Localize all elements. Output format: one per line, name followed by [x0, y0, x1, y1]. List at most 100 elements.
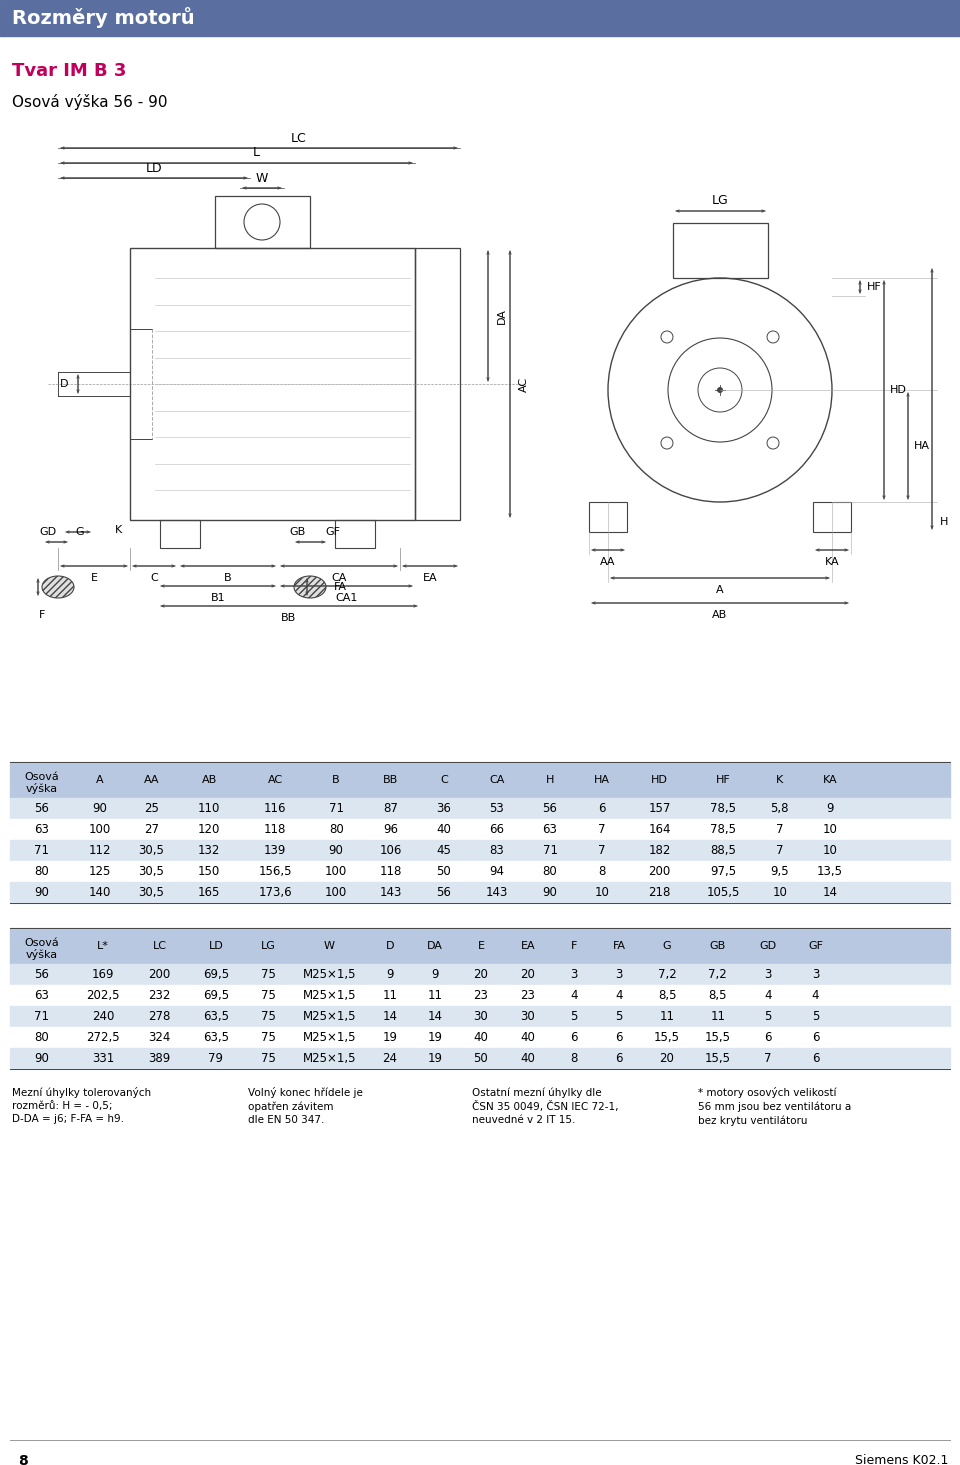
- Text: 200: 200: [149, 968, 171, 982]
- Text: 75: 75: [261, 1031, 276, 1045]
- Text: 272,5: 272,5: [86, 1031, 120, 1045]
- Text: 156,5: 156,5: [258, 864, 292, 878]
- Text: 11: 11: [660, 1009, 675, 1023]
- Text: 14: 14: [427, 1009, 443, 1023]
- Text: 71: 71: [35, 844, 50, 857]
- Bar: [160, 520, 200, 548]
- Text: AB: AB: [202, 775, 217, 785]
- Text: 19: 19: [382, 1031, 397, 1045]
- Text: 97,5: 97,5: [710, 864, 736, 878]
- Text: HA: HA: [914, 441, 930, 451]
- Text: BB: BB: [383, 775, 398, 785]
- Text: AA: AA: [144, 775, 159, 785]
- Text: 23: 23: [520, 989, 536, 1002]
- Text: 78,5: 78,5: [710, 823, 736, 837]
- Text: B1: B1: [210, 593, 226, 604]
- Text: 96: 96: [383, 823, 398, 837]
- Text: 11: 11: [427, 989, 443, 1002]
- Bar: [215, 196, 310, 248]
- Text: G: G: [662, 941, 671, 951]
- Text: 140: 140: [88, 886, 111, 900]
- Text: 139: 139: [264, 844, 286, 857]
- Text: 71: 71: [328, 801, 344, 815]
- Text: 23: 23: [473, 989, 489, 1002]
- Text: 132: 132: [198, 844, 221, 857]
- Text: GD: GD: [39, 527, 57, 538]
- Text: AB: AB: [712, 609, 728, 620]
- Text: 63,5: 63,5: [203, 1031, 228, 1045]
- Text: GB: GB: [290, 527, 306, 538]
- Text: 5: 5: [570, 1009, 578, 1023]
- Bar: [813, 502, 851, 532]
- Bar: [10, 1027, 950, 1047]
- Text: M25×1,5: M25×1,5: [302, 1031, 356, 1045]
- Text: DA: DA: [427, 941, 443, 951]
- Text: 100: 100: [325, 886, 348, 900]
- Text: M25×1,5: M25×1,5: [302, 1052, 356, 1065]
- Text: 30,5: 30,5: [138, 844, 164, 857]
- Text: 30,5: 30,5: [138, 886, 164, 900]
- Text: E: E: [90, 573, 98, 583]
- Text: LG: LG: [261, 941, 276, 951]
- Text: 157: 157: [648, 801, 671, 815]
- Text: 71: 71: [542, 844, 558, 857]
- Text: 14: 14: [382, 1009, 397, 1023]
- Text: F: F: [38, 609, 45, 620]
- Text: 15,5: 15,5: [705, 1031, 731, 1045]
- Text: 5,8: 5,8: [771, 801, 789, 815]
- Text: 9: 9: [431, 968, 439, 982]
- Text: 7,2: 7,2: [708, 968, 727, 982]
- Text: 27: 27: [144, 823, 159, 837]
- Text: 218: 218: [648, 886, 671, 900]
- Text: 30: 30: [473, 1009, 489, 1023]
- Text: HD: HD: [651, 775, 668, 785]
- Text: 90: 90: [542, 886, 558, 900]
- Text: LG: LG: [712, 195, 729, 208]
- Text: * motory osových velikostí
56 mm jsou bez ventilátoru a
bez krytu ventilátoru: * motory osových velikostí 56 mm jsou be…: [698, 1087, 852, 1125]
- Text: 63,5: 63,5: [203, 1009, 228, 1023]
- Text: 165: 165: [198, 886, 221, 900]
- Text: 24: 24: [382, 1052, 397, 1065]
- Text: 7: 7: [598, 844, 606, 857]
- Text: 169: 169: [92, 968, 114, 982]
- Text: 80: 80: [35, 864, 49, 878]
- Text: 15,5: 15,5: [654, 1031, 680, 1045]
- Text: 116: 116: [264, 801, 286, 815]
- Text: 90: 90: [35, 886, 49, 900]
- Text: GD: GD: [759, 941, 777, 951]
- Text: Osová: Osová: [25, 938, 60, 948]
- Text: 6: 6: [570, 1031, 578, 1045]
- Text: 80: 80: [35, 1031, 49, 1045]
- Text: A: A: [716, 585, 724, 595]
- Text: 90: 90: [35, 1052, 49, 1065]
- Text: Siemens K02.1: Siemens K02.1: [854, 1453, 948, 1465]
- Text: 3: 3: [570, 968, 578, 982]
- Text: 45: 45: [437, 844, 451, 857]
- Text: 19: 19: [427, 1031, 443, 1045]
- Text: 110: 110: [198, 801, 221, 815]
- Text: LC: LC: [291, 132, 307, 145]
- Text: 10: 10: [773, 886, 787, 900]
- Text: EA: EA: [422, 573, 438, 583]
- Text: 63: 63: [35, 823, 49, 837]
- Text: 143: 143: [486, 886, 508, 900]
- Text: výška: výška: [26, 949, 58, 960]
- Text: W: W: [324, 941, 335, 951]
- Text: 100: 100: [325, 864, 348, 878]
- Text: 389: 389: [149, 1052, 171, 1065]
- Text: 232: 232: [148, 989, 171, 1002]
- Text: HA: HA: [593, 775, 610, 785]
- Bar: [335, 520, 375, 548]
- Text: 106: 106: [379, 844, 402, 857]
- Text: 278: 278: [148, 1009, 171, 1023]
- Text: 50: 50: [437, 864, 451, 878]
- Text: 40: 40: [520, 1031, 536, 1045]
- Text: 4: 4: [764, 989, 772, 1002]
- Text: 8: 8: [18, 1453, 28, 1465]
- Text: 182: 182: [648, 844, 671, 857]
- Bar: [10, 1047, 950, 1069]
- Text: 125: 125: [88, 864, 111, 878]
- Bar: [10, 861, 950, 882]
- Text: 7: 7: [776, 823, 783, 837]
- Text: 7: 7: [598, 823, 606, 837]
